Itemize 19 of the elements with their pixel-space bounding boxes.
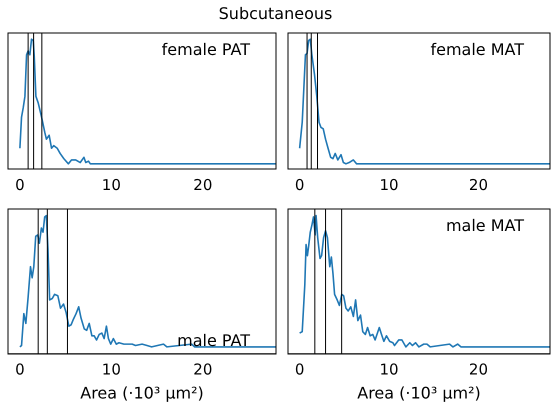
x-tick-label: 20 [193, 176, 212, 194]
x-tick-label: 0 [15, 360, 25, 379]
x-tick-label: 20 [468, 176, 488, 194]
x-tick-label: 0 [15, 176, 25, 194]
x-tick-label: 10 [102, 360, 121, 379]
x-tick-label: 10 [379, 176, 399, 194]
annotation: female PAT [162, 40, 250, 60]
x-tick-label: 20 [193, 360, 212, 379]
x-tick-label: 0 [294, 360, 304, 379]
x-axis-title: Area (·10³ μm²) [80, 384, 204, 403]
annotation: male MAT [446, 216, 524, 236]
x-tick-label: 0 [294, 176, 304, 194]
x-tick-label: 10 [102, 176, 121, 194]
annotation: female MAT [430, 40, 524, 60]
x-tick-label: 10 [379, 360, 399, 379]
x-axis-title: Area (·10³ μm²) [357, 384, 481, 403]
x-tick-label: 20 [468, 360, 488, 379]
chart-title: Subcutaneous [218, 4, 334, 23]
annotation: male PAT [177, 330, 250, 350]
